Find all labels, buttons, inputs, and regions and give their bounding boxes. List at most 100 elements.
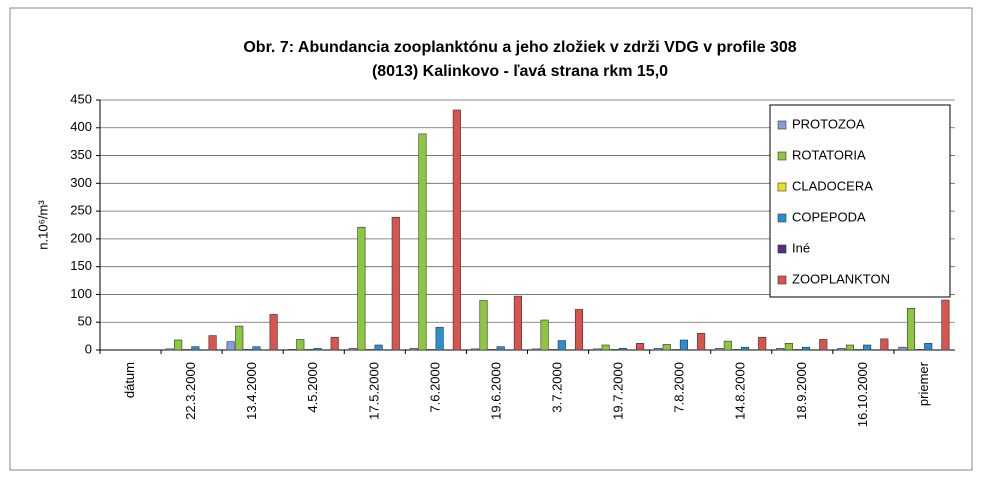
- chart-title: (8013) Kalinkovo - ľavá strana rkm 15,0: [372, 63, 668, 80]
- legend-swatch: [777, 213, 787, 223]
- bar: [409, 348, 418, 351]
- bar: [819, 339, 828, 351]
- y-tick-label: 0: [85, 341, 92, 356]
- legend-label: ROTATORIA: [792, 147, 866, 162]
- bar: [208, 335, 217, 351]
- bar: [906, 308, 916, 351]
- bar: [924, 343, 933, 351]
- x-tick-label: 3.7.2000: [549, 362, 564, 413]
- bar: [496, 346, 505, 351]
- bar: [574, 309, 584, 351]
- bar: [479, 300, 488, 351]
- bar: [513, 295, 522, 351]
- x-tick-label: 16.10.2000: [855, 362, 870, 427]
- x-tick-label: dátum: [122, 362, 137, 398]
- x-tick-label: 18.9.2000: [794, 362, 809, 420]
- y-tick-label: 50: [78, 314, 92, 329]
- legend-label: COPEPODA: [792, 209, 866, 224]
- bar: [601, 344, 610, 351]
- x-tick-label: 19.6.2000: [488, 362, 503, 420]
- legend-label: Iné: [792, 240, 810, 255]
- bar: [426, 349, 436, 351]
- bar: [182, 349, 191, 351]
- bar: [715, 348, 724, 351]
- bar: [304, 349, 313, 351]
- bar: [235, 325, 244, 351]
- bar: [418, 133, 427, 351]
- x-tick-label: 4.5.2000: [305, 362, 320, 413]
- legend-box: [769, 104, 951, 298]
- bar: [915, 349, 924, 351]
- bar: [191, 346, 200, 351]
- bar: [488, 349, 497, 351]
- y-tick-label: 350: [70, 147, 92, 162]
- legend-swatch: [777, 120, 787, 130]
- bar: [243, 349, 252, 351]
- bar: [654, 348, 663, 351]
- legend-label: CLADOCERA: [792, 178, 873, 193]
- bar: [662, 344, 671, 351]
- bar: [593, 348, 602, 351]
- bar: [802, 346, 811, 351]
- bar: [618, 348, 627, 351]
- y-tick-label: 150: [70, 258, 92, 273]
- bar: [845, 344, 854, 351]
- bar: [435, 326, 444, 351]
- bar: [837, 348, 846, 351]
- legend-swatch: [777, 244, 787, 254]
- bar: [880, 338, 889, 351]
- bar: [610, 349, 619, 351]
- x-tick-label: 13.4.2000: [244, 362, 259, 420]
- bar: [348, 348, 357, 351]
- bar: [365, 349, 375, 351]
- x-tick-label: 19.7.2000: [611, 362, 626, 420]
- bar: [740, 346, 750, 351]
- bar: [793, 349, 802, 351]
- bar: [452, 109, 461, 351]
- bar: [557, 340, 566, 351]
- bar: [636, 343, 645, 351]
- bar: [330, 336, 339, 351]
- bar: [549, 349, 558, 351]
- y-tick-label: 450: [70, 91, 92, 106]
- y-tick-label: 300: [70, 175, 92, 190]
- bar: [679, 339, 688, 351]
- bar: [898, 346, 907, 351]
- bar: [531, 348, 541, 351]
- bar: [723, 340, 732, 351]
- bar: [854, 349, 863, 351]
- x-tick-label: 7.8.2000: [672, 362, 687, 413]
- bar: [313, 348, 322, 351]
- chart-title: Obr. 7: Abundancia zooplanktónu a jeho z…: [243, 39, 796, 56]
- bar: [226, 341, 235, 351]
- bar: [863, 344, 872, 351]
- y-tick-label: 100: [70, 286, 92, 301]
- bar: [357, 226, 366, 351]
- bar: [758, 336, 767, 351]
- y-tick-label: 250: [70, 203, 92, 218]
- x-tick-label: 17.5.2000: [366, 362, 381, 420]
- bar: [776, 348, 785, 351]
- bar: [697, 333, 706, 351]
- bar: [174, 339, 183, 351]
- y-tick-label: 400: [70, 119, 92, 134]
- bar: [391, 216, 400, 351]
- bar: [287, 349, 296, 351]
- bar: [296, 339, 305, 351]
- bar: [252, 346, 261, 351]
- x-tick-label: 7.6.2000: [427, 362, 442, 413]
- bar: [540, 319, 549, 351]
- x-tick-label: priemer: [916, 361, 931, 406]
- legend-swatch: [777, 151, 787, 161]
- bar: [671, 349, 680, 351]
- y-tick-label: 200: [70, 230, 92, 245]
- bar: [784, 343, 793, 351]
- legend-swatch: [777, 275, 787, 285]
- legend-swatch: [777, 182, 787, 192]
- bar: [269, 314, 278, 351]
- y-axis-label: n.10⁶/m³: [35, 200, 50, 250]
- legend-label: PROTOZOA: [792, 116, 865, 131]
- bar: [732, 349, 741, 351]
- bar: [941, 299, 950, 351]
